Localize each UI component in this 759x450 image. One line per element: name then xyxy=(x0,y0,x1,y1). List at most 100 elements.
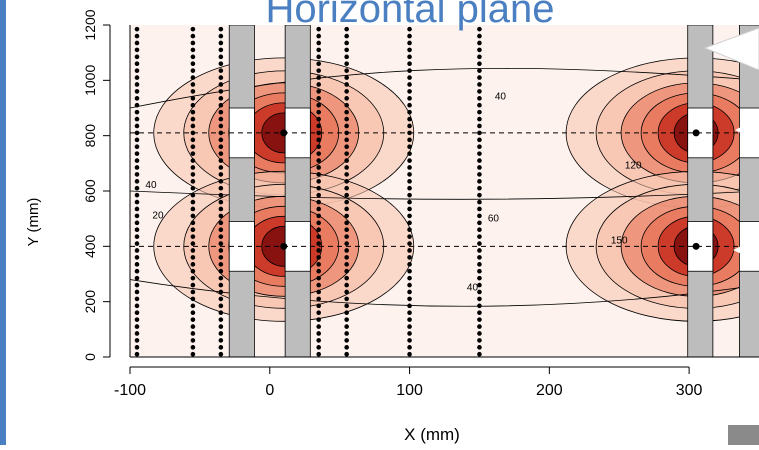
measurement-point xyxy=(477,338,482,343)
measurement-point xyxy=(344,192,349,198)
measurement-point xyxy=(134,268,140,274)
measurement-point xyxy=(477,158,482,163)
measurement-point xyxy=(407,116,412,122)
measurement-point xyxy=(344,130,349,136)
measurement-line-6 xyxy=(477,26,482,357)
measurement-point xyxy=(407,75,412,80)
measurement-point xyxy=(316,109,322,115)
measurement-point xyxy=(407,331,412,336)
measurement-point xyxy=(190,310,196,316)
measurement-point xyxy=(344,151,349,156)
measurement-point xyxy=(407,61,412,67)
measurement-point xyxy=(190,241,196,246)
measurement-point xyxy=(344,54,349,60)
measurement-point xyxy=(134,303,140,309)
measurement-point xyxy=(316,338,322,343)
measurement-point xyxy=(316,144,322,150)
contour-label: 150 xyxy=(611,235,628,246)
measurement-point xyxy=(344,89,349,94)
measurement-point xyxy=(190,47,196,53)
measurement-point xyxy=(218,130,224,136)
measurement-point xyxy=(407,324,412,329)
measurement-point xyxy=(190,275,196,281)
measurement-point xyxy=(190,248,196,253)
measurement-point xyxy=(477,123,482,129)
contour-label: 40 xyxy=(145,180,157,191)
measurement-line-2 xyxy=(218,26,224,357)
measurement-point xyxy=(218,89,224,94)
measurement-point xyxy=(218,192,224,198)
electrode-bar-0 xyxy=(228,25,255,357)
y-tick-label: 1200 xyxy=(82,9,98,40)
measurement-point xyxy=(477,227,482,233)
measurement-point xyxy=(407,40,412,46)
measurement-point xyxy=(190,61,196,67)
measurement-point xyxy=(477,47,482,53)
y-tick-label: 600 xyxy=(82,179,98,203)
measurement-point xyxy=(134,345,140,350)
measurement-point xyxy=(477,199,482,205)
measurement-point xyxy=(134,317,140,322)
measurement-point xyxy=(477,82,482,87)
measurement-point xyxy=(218,324,224,329)
measurement-point xyxy=(190,351,196,357)
measurement-point xyxy=(477,109,482,115)
arrow-overlay-bottom xyxy=(733,238,759,262)
measurement-point xyxy=(316,47,322,53)
measurement-point xyxy=(344,310,349,316)
measurement-point xyxy=(344,255,349,260)
measurement-point xyxy=(344,82,349,87)
measurement-point xyxy=(344,61,349,67)
measurement-point xyxy=(407,96,412,101)
measurement-point xyxy=(316,331,322,336)
electrode-bar-1 xyxy=(284,25,311,357)
chart-title: Horizontal plane xyxy=(265,0,554,31)
measurement-point xyxy=(477,303,482,309)
measurement-point xyxy=(477,275,482,281)
measurement-point xyxy=(407,158,412,163)
measurement-point xyxy=(218,206,224,212)
measurement-point xyxy=(218,241,224,246)
measurement-point xyxy=(407,317,412,322)
measurement-point xyxy=(316,33,322,39)
measurement-point xyxy=(218,68,224,73)
measurement-point xyxy=(407,137,412,143)
measurement-point xyxy=(407,33,412,39)
measurement-point xyxy=(407,47,412,53)
measurement-point xyxy=(134,255,140,260)
measurement-point xyxy=(218,282,224,288)
measurement-point xyxy=(316,82,322,87)
measurement-point xyxy=(218,262,224,267)
measurement-point xyxy=(407,206,412,212)
measurement-point xyxy=(344,241,349,246)
measurement-point xyxy=(344,26,349,32)
measurement-point xyxy=(407,289,412,295)
measurement-point xyxy=(134,324,140,329)
measurement-point xyxy=(316,172,322,177)
measurement-point xyxy=(190,345,196,350)
measurement-point xyxy=(316,317,322,322)
contour-label: 60 xyxy=(488,213,500,224)
measurement-point xyxy=(316,213,322,219)
measurement-point xyxy=(316,179,322,184)
measurement-point xyxy=(134,33,140,39)
measurement-point xyxy=(477,96,482,101)
measurement-point xyxy=(134,241,140,246)
measurement-point xyxy=(344,331,349,336)
measurement-point xyxy=(407,282,412,288)
measurement-point xyxy=(344,123,349,129)
measurement-point xyxy=(190,199,196,205)
measurement-point xyxy=(477,234,482,239)
corner-thumbnail xyxy=(728,425,759,445)
measurement-point xyxy=(316,227,322,233)
measurement-point xyxy=(316,40,322,46)
measurement-point xyxy=(190,137,196,143)
measurement-point xyxy=(190,33,196,39)
measurement-point xyxy=(477,54,482,60)
measurement-point xyxy=(477,345,482,350)
measurement-point xyxy=(407,130,412,136)
measurement-point xyxy=(407,68,412,73)
measurement-point xyxy=(190,109,196,115)
measurement-point xyxy=(344,47,349,53)
measurement-point xyxy=(407,165,412,170)
